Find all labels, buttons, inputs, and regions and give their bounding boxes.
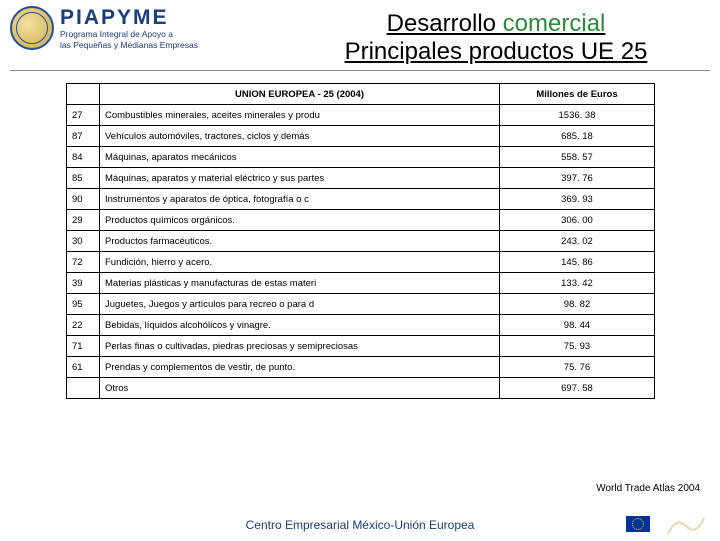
cell-value: 145. 86: [500, 252, 655, 273]
table-row: 85Máquinas, aparatos y material eléctric…: [67, 168, 655, 189]
header: PIAPYME Programa Integral de Apoyo a las…: [0, 0, 720, 66]
logo-block: PIAPYME Programa Integral de Apoyo a las…: [10, 6, 270, 50]
cell-desc: Productos químicos orgánicos.: [100, 210, 500, 231]
table-row: 87Vehículos automóviles, tractores, cicl…: [67, 126, 655, 147]
cell-code: 22: [67, 315, 100, 336]
cell-code: 90: [67, 189, 100, 210]
eu-flag-icon: [626, 516, 650, 532]
cell-desc: Otros: [100, 378, 500, 399]
cell-desc: Bebidas, líquidos alcohólicos y vinagre.: [100, 315, 500, 336]
title-line-1: Desarrollo comercial: [387, 10, 606, 38]
cell-desc: Máquinas, aparatos y material eléctrico …: [100, 168, 500, 189]
table-row: 22Bebidas, líquidos alcohólicos y vinagr…: [67, 315, 655, 336]
th-value: Millones de Euros: [500, 84, 655, 105]
cell-code: 39: [67, 273, 100, 294]
cell-value: 133. 42: [500, 273, 655, 294]
cell-code: 87: [67, 126, 100, 147]
cell-desc: Materias plásticas y manufacturas de est…: [100, 273, 500, 294]
cell-code: 84: [67, 147, 100, 168]
logo-title: PIAPYME: [60, 7, 198, 28]
cell-code: 95: [67, 294, 100, 315]
cell-desc: Fundición, hierro y acero.: [100, 252, 500, 273]
table-row: 84Máquinas, aparatos mecánicos558. 57: [67, 147, 655, 168]
table-row: 29Productos químicos orgánicos.306. 00: [67, 210, 655, 231]
cell-value: 1536. 38: [500, 105, 655, 126]
table-row: 72Fundición, hierro y acero.145. 86: [67, 252, 655, 273]
cell-code: 29: [67, 210, 100, 231]
th-desc: UNION EUROPEA - 25 (2004): [100, 84, 500, 105]
cell-value: 98. 82: [500, 294, 655, 315]
table-body: 27Combustibles minerales, aceites minera…: [67, 105, 655, 399]
cell-value: 98. 44: [500, 315, 655, 336]
cell-desc: Instrumentos y aparatos de óptica, fotog…: [100, 189, 500, 210]
cell-value: 397. 76: [500, 168, 655, 189]
piapyme-logo-icon: [10, 6, 54, 50]
cell-code: 85: [67, 168, 100, 189]
products-table: UNION EUROPEA - 25 (2004) Millones de Eu…: [66, 83, 655, 399]
cell-desc: Perlas finas o cultivadas, piedras preci…: [100, 336, 500, 357]
cell-desc: Máquinas, aparatos mecánicos: [100, 147, 500, 168]
cell-code: 71: [67, 336, 100, 357]
table-row: 30Productos farmacéuticos.243. 02: [67, 231, 655, 252]
title-block: Desarrollo comercial Principales product…: [282, 6, 710, 66]
cell-desc: Prendas y complementos de vestir, de pun…: [100, 357, 500, 378]
cell-code: 30: [67, 231, 100, 252]
cell-value: 697. 58: [500, 378, 655, 399]
cell-value: 75. 93: [500, 336, 655, 357]
cell-code: 61: [67, 357, 100, 378]
title-line-2: Principales productos UE 25: [282, 38, 710, 66]
table-row: 61Prendas y complementos de vestir, de p…: [67, 357, 655, 378]
title-accent: comercial: [503, 10, 606, 37]
cell-code: 72: [67, 252, 100, 273]
cell-desc: Productos farmacéuticos.: [100, 231, 500, 252]
cell-desc: Juguetes, Juegos y artículos para recreo…: [100, 294, 500, 315]
table-row: 39Materias plásticas y manufacturas de e…: [67, 273, 655, 294]
cell-desc: Combustibles minerales, aceites minerale…: [100, 105, 500, 126]
table-row: 27Combustibles minerales, aceites minera…: [67, 105, 655, 126]
corner-watermark-icon: [666, 512, 706, 536]
cell-value: 306. 00: [500, 210, 655, 231]
table-header-row: UNION EUROPEA - 25 (2004) Millones de Eu…: [67, 84, 655, 105]
cell-value: 369. 93: [500, 189, 655, 210]
cell-desc: Vehículos automóviles, tractores, ciclos…: [100, 126, 500, 147]
source-citation: World Trade Atlas 2004: [596, 483, 700, 494]
table-row: Otros697. 58: [67, 378, 655, 399]
cell-code: 27: [67, 105, 100, 126]
cell-value: 685. 18: [500, 126, 655, 147]
title-plain: Desarrollo: [387, 10, 503, 37]
table-row: 71Perlas finas o cultivadas, piedras pre…: [67, 336, 655, 357]
table-row: 95Juguetes, Juegos y artículos para recr…: [67, 294, 655, 315]
cell-code: [67, 378, 100, 399]
footer-text: Centro Empresarial México-Unión Europea: [0, 518, 720, 532]
logo-subtitle-1: Programa Integral de Apoyo a: [60, 30, 198, 39]
table-row: 90Instrumentos y aparatos de óptica, fot…: [67, 189, 655, 210]
logo-subtitle-2: las Pequeñas y Medianas Empresas: [60, 41, 198, 50]
products-table-wrap: UNION EUROPEA - 25 (2004) Millones de Eu…: [66, 83, 654, 399]
cell-value: 558. 57: [500, 147, 655, 168]
cell-value: 243. 02: [500, 231, 655, 252]
logo-text: PIAPYME Programa Integral de Apoyo a las…: [60, 7, 198, 49]
header-divider: [10, 70, 710, 71]
cell-value: 75. 76: [500, 357, 655, 378]
th-code: [67, 84, 100, 105]
